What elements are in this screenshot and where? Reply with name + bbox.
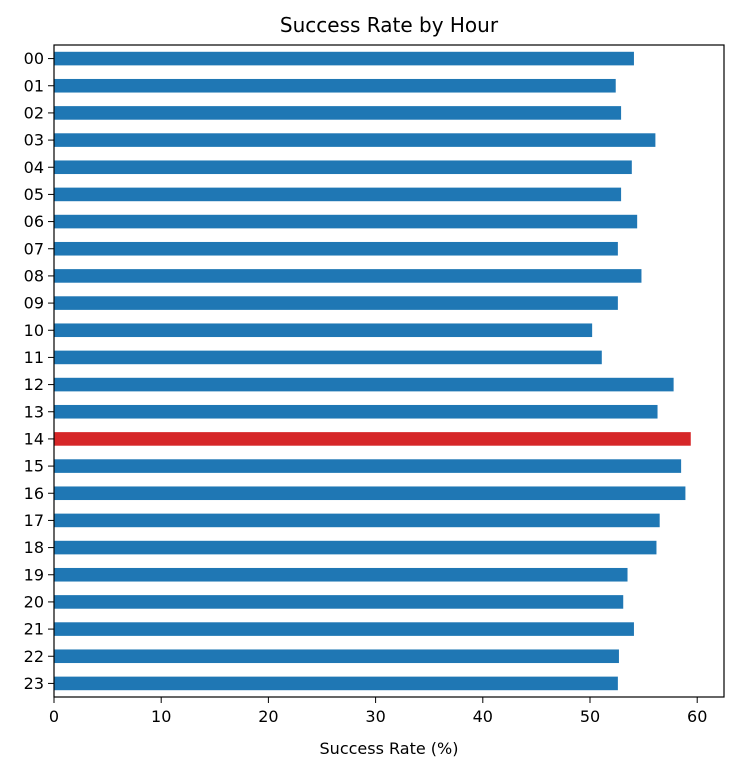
bar-06 [54,214,638,229]
bar-03 [54,133,656,147]
y-tick-label-05: 05 [24,185,44,204]
y-tick-label-20: 20 [24,592,44,611]
bar-04 [54,160,632,175]
bar-10 [54,323,593,338]
y-tick-label-12: 12 [24,375,44,394]
y-tick-label-03: 03 [24,131,44,150]
y-tick-label-01: 01 [24,76,44,95]
bar-13 [54,404,658,419]
x-axis-label: Success Rate (%) [320,739,459,758]
x-tick-label-40: 40 [473,707,493,726]
y-tick-label-04: 04 [24,158,44,177]
bar-02 [54,106,622,120]
bar-19 [54,567,628,582]
y-tick-label-00: 00 [24,49,44,68]
y-tick-label-09: 09 [24,294,44,313]
bar-20 [54,595,624,609]
x-axis-ticks: 0 10 20 30 40 50 60 [49,697,707,726]
bar-00 [54,51,634,66]
bar-18 [54,540,657,555]
bar-07 [54,241,618,256]
bar-21 [54,622,634,636]
y-tick-label-06: 06 [24,212,44,231]
bar-14 [54,432,691,446]
bar-11 [54,350,602,365]
y-tick-label-11: 11 [24,348,44,367]
bar-16 [54,486,686,501]
x-tick-label-30: 30 [365,707,385,726]
bar-12 [54,377,674,392]
x-tick-label-60: 60 [687,707,707,726]
bar-15 [54,459,682,473]
y-tick-label-02: 02 [24,103,44,122]
x-tick-label-10: 10 [151,707,171,726]
y-tick-label-14: 14 [24,429,44,448]
y-axis-ticks: 00 01 02 03 04 05 06 07 08 09 10 11 12 13 14 15 16 17 18 19… [24,49,54,693]
bar-01 [54,78,616,93]
bar-23 [54,676,618,691]
y-tick-label-15: 15 [24,457,44,476]
plot-frame [53,44,725,698]
chart-title: Success Rate by Hour [280,13,499,37]
y-tick-label-21: 21 [24,620,44,639]
x-tick-label-0: 0 [49,707,59,726]
y-tick-label-10: 10 [24,321,44,340]
y-tick-label-16: 16 [24,484,44,503]
y-tick-label-23: 23 [24,674,44,693]
y-tick-label-13: 13 [24,402,44,421]
bar-05 [54,187,622,202]
bars-group [54,51,691,691]
y-tick-label-17: 17 [24,511,44,530]
y-tick-label-07: 07 [24,239,44,258]
y-tick-label-18: 18 [24,538,44,557]
bar-09 [54,296,618,310]
y-tick-label-19: 19 [24,565,44,584]
y-tick-label-22: 22 [24,647,44,666]
bar-22 [54,649,619,664]
bar-17 [54,513,660,528]
bar-08 [54,269,642,283]
y-tick-label-08: 08 [24,266,44,285]
x-tick-label-50: 50 [580,707,600,726]
x-tick-label-20: 20 [258,707,278,726]
